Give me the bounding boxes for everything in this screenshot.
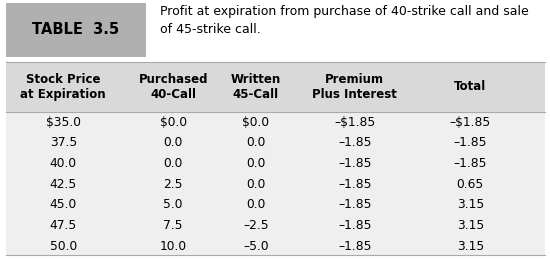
Text: 10.0: 10.0 xyxy=(160,240,187,253)
Text: –2.5: –2.5 xyxy=(243,219,268,232)
Text: 2.5: 2.5 xyxy=(163,178,183,191)
Text: Purchased
40-Call: Purchased 40-Call xyxy=(139,73,208,101)
Text: $35.0: $35.0 xyxy=(46,116,81,128)
Text: Profit at expiration from purchase of 40-strike call and sale
of 45-strike call.: Profit at expiration from purchase of 40… xyxy=(160,5,528,36)
Text: 0.0: 0.0 xyxy=(163,157,183,170)
Bar xyxy=(6,3,146,57)
Text: –1.85: –1.85 xyxy=(338,219,371,232)
Text: 7.5: 7.5 xyxy=(163,219,183,232)
Text: –1.85: –1.85 xyxy=(454,136,487,149)
Text: –5.0: –5.0 xyxy=(243,240,268,253)
Text: 5.0: 5.0 xyxy=(163,198,183,211)
Text: 40.0: 40.0 xyxy=(50,157,77,170)
Text: $0.0: $0.0 xyxy=(242,116,270,128)
Text: TABLE  3.5: TABLE 3.5 xyxy=(32,22,119,37)
Text: 3.15: 3.15 xyxy=(456,198,484,211)
Text: 0.0: 0.0 xyxy=(246,198,266,211)
Text: 47.5: 47.5 xyxy=(50,219,77,232)
Text: Total: Total xyxy=(454,81,486,93)
Text: Premium
Plus Interest: Premium Plus Interest xyxy=(312,73,397,101)
Bar xyxy=(6,62,544,256)
Text: 0.65: 0.65 xyxy=(456,178,484,191)
Text: 50.0: 50.0 xyxy=(50,240,77,253)
Text: 45.0: 45.0 xyxy=(50,198,77,211)
Text: $0.0: $0.0 xyxy=(160,116,187,128)
Text: Stock Price
at Expiration: Stock Price at Expiration xyxy=(20,73,106,101)
Text: –1.85: –1.85 xyxy=(338,136,371,149)
Text: –1.85: –1.85 xyxy=(338,240,371,253)
Text: 0.0: 0.0 xyxy=(163,136,183,149)
Bar xyxy=(6,62,544,112)
Text: –$1.85: –$1.85 xyxy=(334,116,375,128)
Text: 0.0: 0.0 xyxy=(246,136,266,149)
Text: 3.15: 3.15 xyxy=(456,219,484,232)
Text: –1.85: –1.85 xyxy=(454,157,487,170)
Text: 3.15: 3.15 xyxy=(456,240,484,253)
Text: Written
45-Call: Written 45-Call xyxy=(230,73,281,101)
Text: –1.85: –1.85 xyxy=(338,157,371,170)
Text: 0.0: 0.0 xyxy=(246,178,266,191)
Text: 0.0: 0.0 xyxy=(246,157,266,170)
Text: 37.5: 37.5 xyxy=(50,136,77,149)
Text: –1.85: –1.85 xyxy=(338,198,371,211)
Text: –$1.85: –$1.85 xyxy=(450,116,491,128)
Text: –1.85: –1.85 xyxy=(338,178,371,191)
Text: 42.5: 42.5 xyxy=(50,178,77,191)
